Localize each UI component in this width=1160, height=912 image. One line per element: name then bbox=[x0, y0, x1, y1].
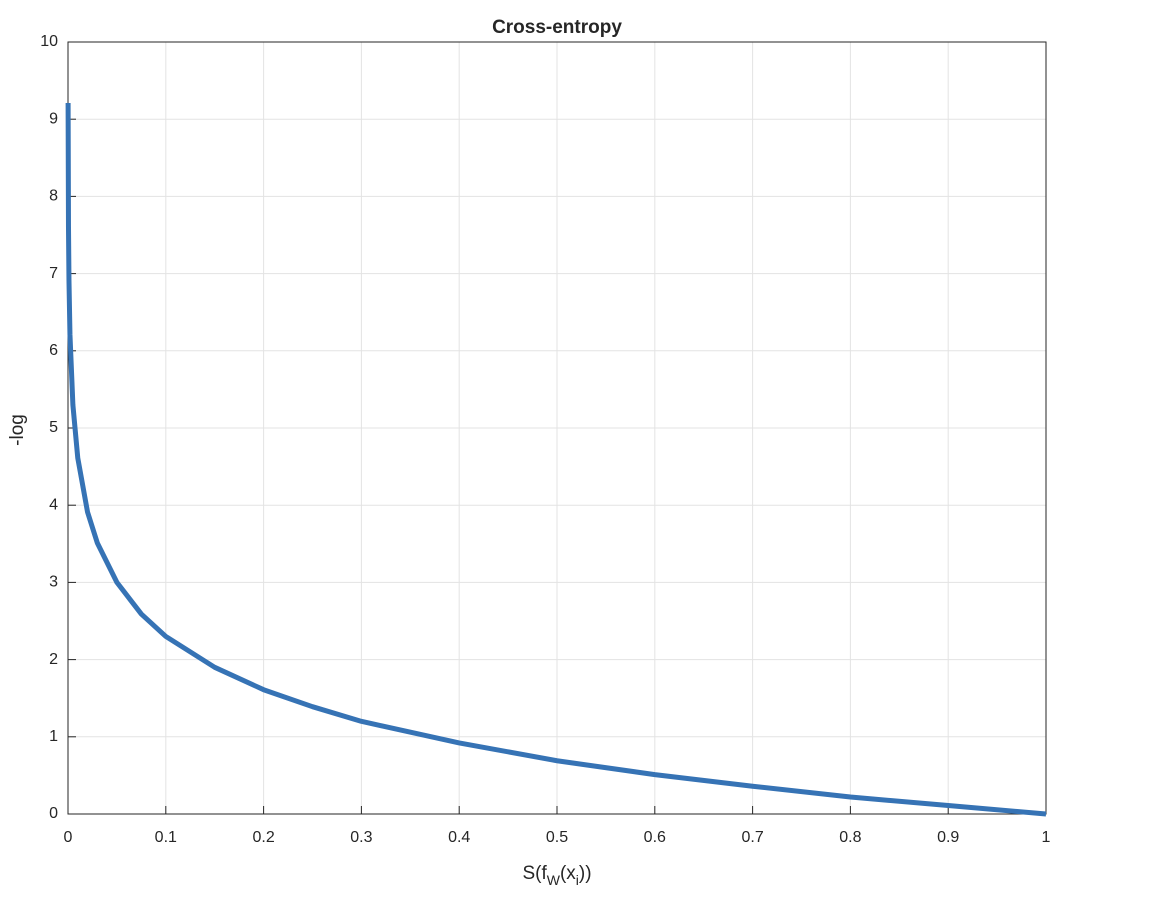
y-tick-label: 1 bbox=[49, 728, 58, 745]
x-tick-label: 0.8 bbox=[839, 829, 861, 846]
x-label-part: )) bbox=[579, 863, 592, 884]
y-tick-label: 8 bbox=[49, 188, 58, 205]
x-tick-label: 0.5 bbox=[546, 829, 568, 846]
x-tick-label: 0.9 bbox=[937, 829, 959, 846]
x-label-part: (x bbox=[560, 863, 576, 884]
x-tick-label: 0 bbox=[64, 829, 73, 846]
y-tick-label: 0 bbox=[49, 805, 58, 822]
x-axis-label: S(fW(xi)) bbox=[522, 863, 591, 888]
y-tick-label: 10 bbox=[40, 33, 58, 50]
plot-frame bbox=[67, 41, 1047, 815]
x-tick-label: 0.2 bbox=[252, 829, 274, 846]
y-axis-label: -log bbox=[7, 414, 28, 446]
y-tick-label: 7 bbox=[49, 265, 58, 282]
x-tick-label: 0.7 bbox=[741, 829, 763, 846]
x-label-part: W bbox=[547, 872, 561, 888]
y-tick-label: 6 bbox=[49, 342, 58, 359]
y-tick-label: 3 bbox=[49, 574, 58, 591]
x-tick-label: 1 bbox=[1042, 829, 1051, 846]
y-tick-label: 2 bbox=[49, 651, 58, 668]
y-tick-label: 9 bbox=[49, 110, 58, 127]
x-tick-label: 0.4 bbox=[448, 829, 470, 846]
x-label-part: S(f bbox=[522, 863, 547, 884]
y-tick-label: 4 bbox=[49, 496, 58, 513]
line-series bbox=[65, 102, 1047, 817]
x-tick-label: 0.6 bbox=[644, 829, 666, 846]
x-tick-label: 0.1 bbox=[155, 829, 177, 846]
chart-title: Cross-entropy bbox=[492, 17, 622, 38]
y-tick-label: 5 bbox=[49, 419, 58, 436]
x-tick-label: 0.3 bbox=[350, 829, 372, 846]
x-label-part: i bbox=[576, 872, 579, 888]
